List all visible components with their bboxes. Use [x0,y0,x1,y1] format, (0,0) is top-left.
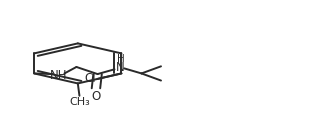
Text: O: O [91,90,101,103]
Text: H: H [117,54,125,64]
Text: NH: NH [50,69,67,82]
Text: N: N [116,61,125,74]
Text: CH₃: CH₃ [69,97,90,107]
Text: Cl: Cl [84,72,96,85]
